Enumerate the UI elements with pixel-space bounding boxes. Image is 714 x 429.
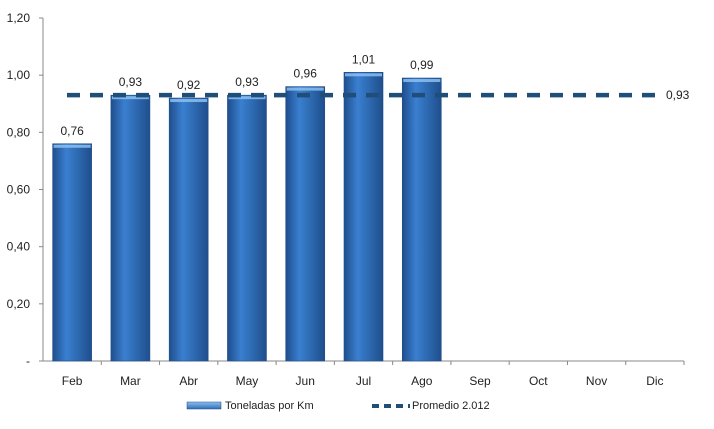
bar-data-label: 0,93 [119,75,143,89]
bar-highlight [286,87,324,91]
bar-data-label: 0,93 [235,75,259,89]
bar-data-label: 1,01 [352,52,376,66]
y-tick-label: 0,40 [7,240,31,254]
x-tick-label: Oct [529,374,548,388]
x-tick-label: Nov [586,374,607,388]
bar-highlight [228,96,266,100]
legend-label: Promedio 2.012 [412,400,490,412]
bar [168,97,209,362]
bar [110,94,151,362]
bar-highlight [345,73,382,77]
bar-data-label: 0,76 [60,124,84,138]
bar [52,143,92,362]
legend: Toneladas por Km Promedio 2.012 [186,400,490,412]
bar [285,86,326,362]
bar [343,72,384,362]
bar-data-label: 0,92 [177,78,201,92]
x-tick-label: Mar [120,374,141,388]
x-tick-label: May [236,374,259,388]
x-tick-label: Feb [62,374,83,388]
bar-highlight [53,144,91,148]
y-tick-label: 0,80 [7,125,31,139]
y-tick-label: 0,20 [7,297,31,311]
legend-label: Toneladas por Km [225,400,314,412]
bar-data-label: 0,96 [294,67,318,81]
bar-data-label: 0,99 [410,58,434,72]
x-tick-label: Dic [646,374,663,388]
x-tick-label: Jul [356,374,371,388]
bar-highlight [403,79,441,83]
bar-highlight [170,99,208,103]
bar-highlight [111,96,149,100]
x-tick-label: Jun [296,374,315,388]
x-tick-label: Ago [411,374,433,388]
y-tick-label: 0,60 [7,183,31,197]
bar [227,94,267,362]
x-tick-label: Abr [179,374,198,388]
bar [401,77,442,362]
x-tick-label: Sep [469,374,491,388]
y-tick-label: 1,00 [7,68,31,82]
y-tick-label: - [26,354,30,368]
plot-area: - 0,20 0,40 0,60 0,80 1,00 1,20 Feb Mar Abr May Jun… [7,11,690,388]
average-data-label: 0,93 [666,88,690,102]
legend-bar-swatch [186,401,222,410]
y-tick-label: 1,20 [7,11,31,25]
